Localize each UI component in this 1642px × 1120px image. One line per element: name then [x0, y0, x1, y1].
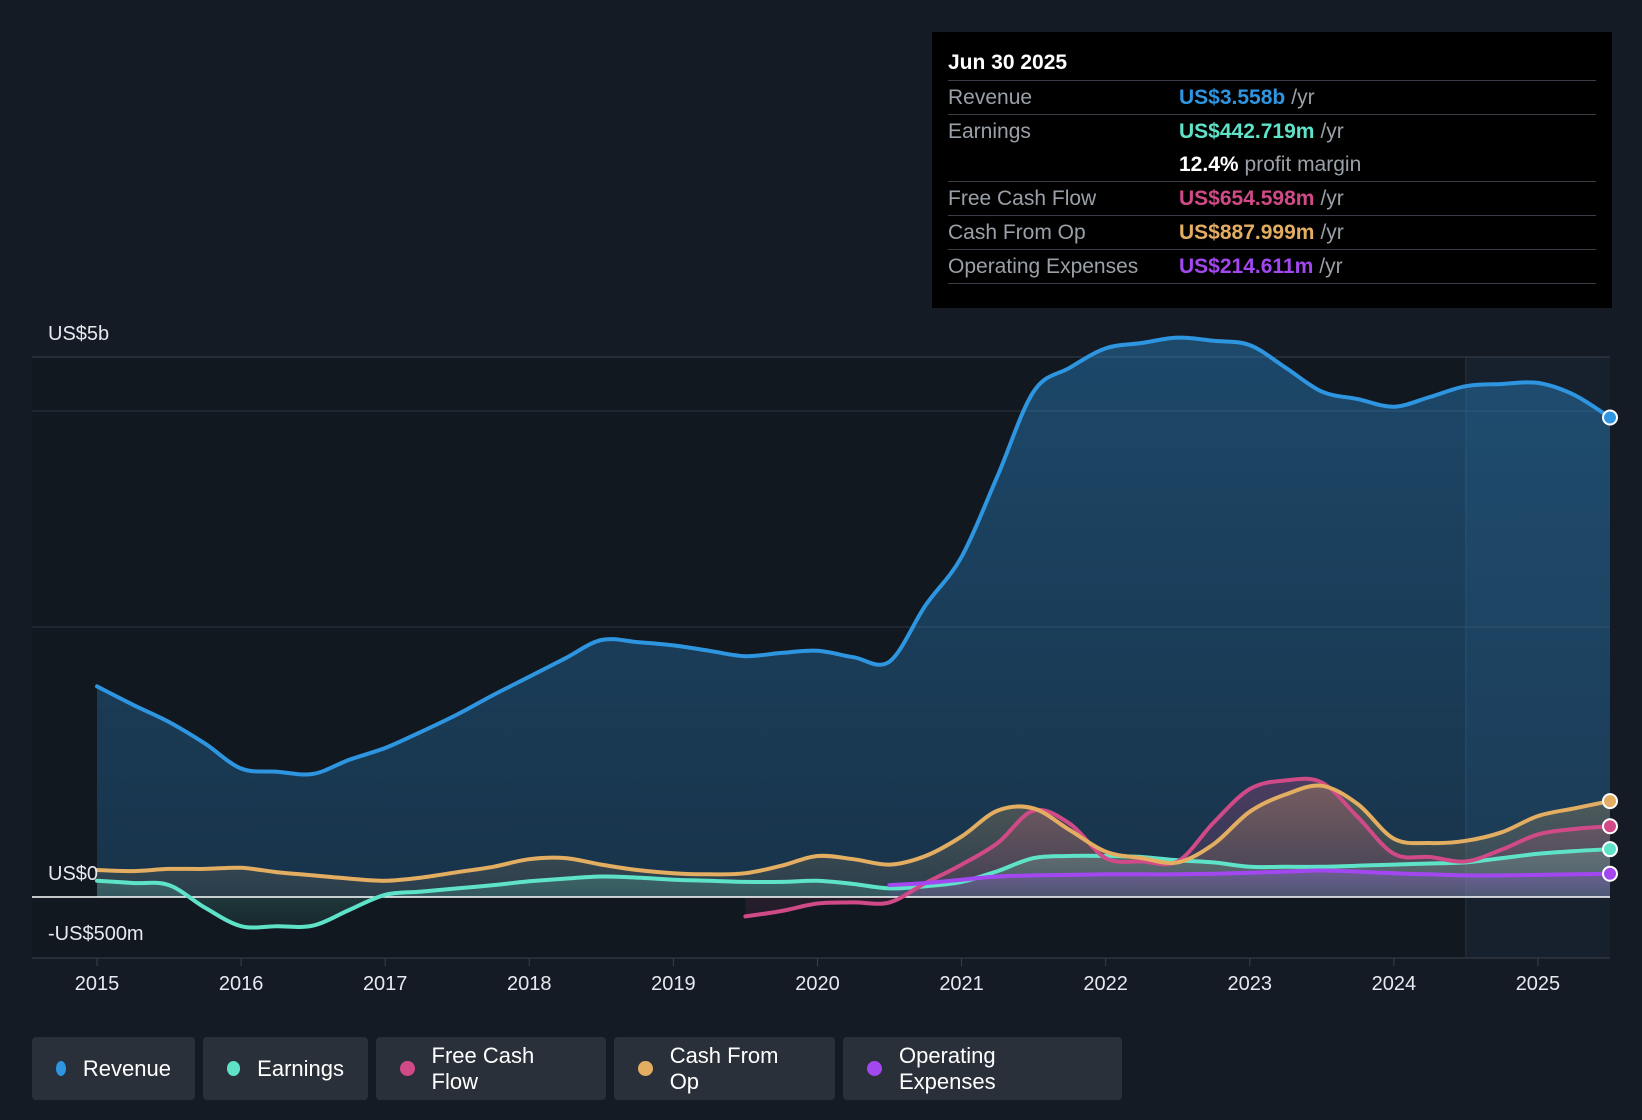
legend-item-revenue[interactable]: Revenue: [32, 1037, 195, 1100]
tooltip-value: US$3.558b: [1179, 85, 1286, 109]
tooltip-value: US$442.719m: [1179, 119, 1315, 143]
operating-expenses-area: [889, 870, 1610, 897]
cash-from-op-area: [97, 785, 1610, 897]
x-tick-label: 2023: [1228, 973, 1273, 995]
legend-dot-icon: [56, 1061, 66, 1076]
operating-expenses-end-marker: [1602, 865, 1618, 882]
tooltip-unit: /yr: [1320, 220, 1344, 244]
legend-dot-icon: [400, 1061, 415, 1076]
x-tick-label: 2018: [507, 973, 552, 995]
x-tick-label: 2019: [651, 973, 696, 995]
legend-item-earnings[interactable]: Earnings: [203, 1037, 368, 1100]
legend-label: Earnings: [257, 1055, 344, 1081]
tooltip-unit: /yr: [1320, 119, 1344, 143]
tooltip-label: Earnings: [948, 119, 1031, 143]
earnings-line: [95, 847, 1612, 930]
tooltip-unit: /yr: [1291, 85, 1315, 109]
tooltip-date: Jun 30 2025: [948, 46, 1596, 81]
chart-legend: Revenue Earnings Free Cash Flow Cash Fro…: [32, 1037, 1122, 1100]
legend-dot-icon: [867, 1061, 882, 1076]
revenue-area: [97, 337, 1610, 897]
legend-dot-icon: [638, 1061, 653, 1076]
revenue-line: [95, 335, 1612, 777]
legend-label: Free Cash Flow: [431, 1042, 535, 1094]
legend-label: Cash From Op: [669, 1042, 779, 1094]
tooltip-row-earnings: Earnings US$442.719m /yr: [948, 115, 1596, 148]
tooltip-row-revenue: Revenue US$3.558b /yr: [948, 81, 1596, 115]
tooltip-value: US$887.999m: [1179, 220, 1315, 244]
x-tick-label: 2024: [1372, 973, 1417, 995]
x-tick-label: 2015: [75, 973, 120, 995]
tooltip-unit: profit margin: [1244, 152, 1362, 176]
tooltip-label: Cash From Op: [948, 220, 1086, 244]
tooltip-value: US$654.598m: [1179, 186, 1315, 210]
y-axis-label: US$5b: [48, 323, 109, 345]
x-tick-label: 2022: [1083, 973, 1128, 995]
legend-dot-icon: [227, 1061, 241, 1076]
earnings-end-marker: [1602, 841, 1618, 858]
y-axis-label: US$0: [48, 863, 98, 885]
data-tooltip: Jun 30 2025 Revenue US$3.558b /yr Earnin…: [932, 32, 1612, 308]
tooltip-row-cash-from-op: Cash From Op US$887.999m /yr: [948, 216, 1596, 250]
tooltip-value: 12.4%: [1179, 152, 1239, 176]
x-tick-label: 2025: [1516, 973, 1561, 995]
operating-expenses-line: [887, 868, 1612, 888]
tooltip-label: Free Cash Flow: [948, 186, 1097, 210]
revenue-end-marker: [1602, 409, 1618, 426]
tooltip-unit: /yr: [1319, 254, 1343, 278]
legend-item-free-cash-flow[interactable]: Free Cash Flow: [376, 1037, 606, 1100]
x-tick-label: 2020: [795, 973, 840, 995]
x-tick-label: 2016: [219, 973, 264, 995]
tooltip-label: Operating Expenses: [948, 254, 1139, 278]
cash-from-op-end-marker: [1602, 793, 1618, 810]
y-axis-label: -US$500m: [48, 923, 144, 945]
free-cash-flow-end-marker: [1602, 818, 1618, 835]
tooltip-value: US$214.611m: [1179, 254, 1314, 278]
tooltip-row-operating-expenses: Operating Expenses US$214.611m /yr: [948, 250, 1596, 284]
tooltip-row-profit-margin: 12.4% profit margin: [948, 148, 1596, 182]
legend-item-operating-expenses[interactable]: Operating Expenses: [843, 1037, 1122, 1100]
legend-label: Revenue: [82, 1055, 171, 1081]
tooltip-label: Revenue: [948, 85, 1033, 109]
x-tick-label: 2017: [363, 973, 408, 995]
x-tick-label: 2021: [939, 973, 984, 995]
tooltip-unit: /yr: [1320, 186, 1344, 210]
cash-from-op-line: [95, 783, 1612, 883]
tooltip-row-free-cash-flow: Free Cash Flow US$654.598m /yr: [948, 182, 1596, 216]
legend-label: Operating Expenses: [898, 1042, 996, 1094]
legend-item-cash-from-op[interactable]: Cash From Op: [614, 1037, 835, 1100]
